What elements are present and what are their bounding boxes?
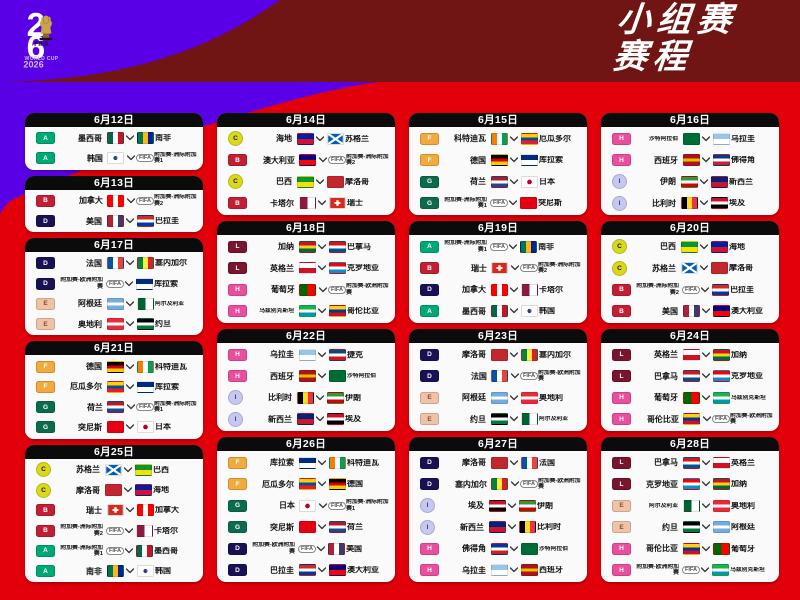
- svg-text:FIFA: FIFA: [34, 41, 49, 48]
- svg-text:2026: 2026: [23, 59, 43, 68]
